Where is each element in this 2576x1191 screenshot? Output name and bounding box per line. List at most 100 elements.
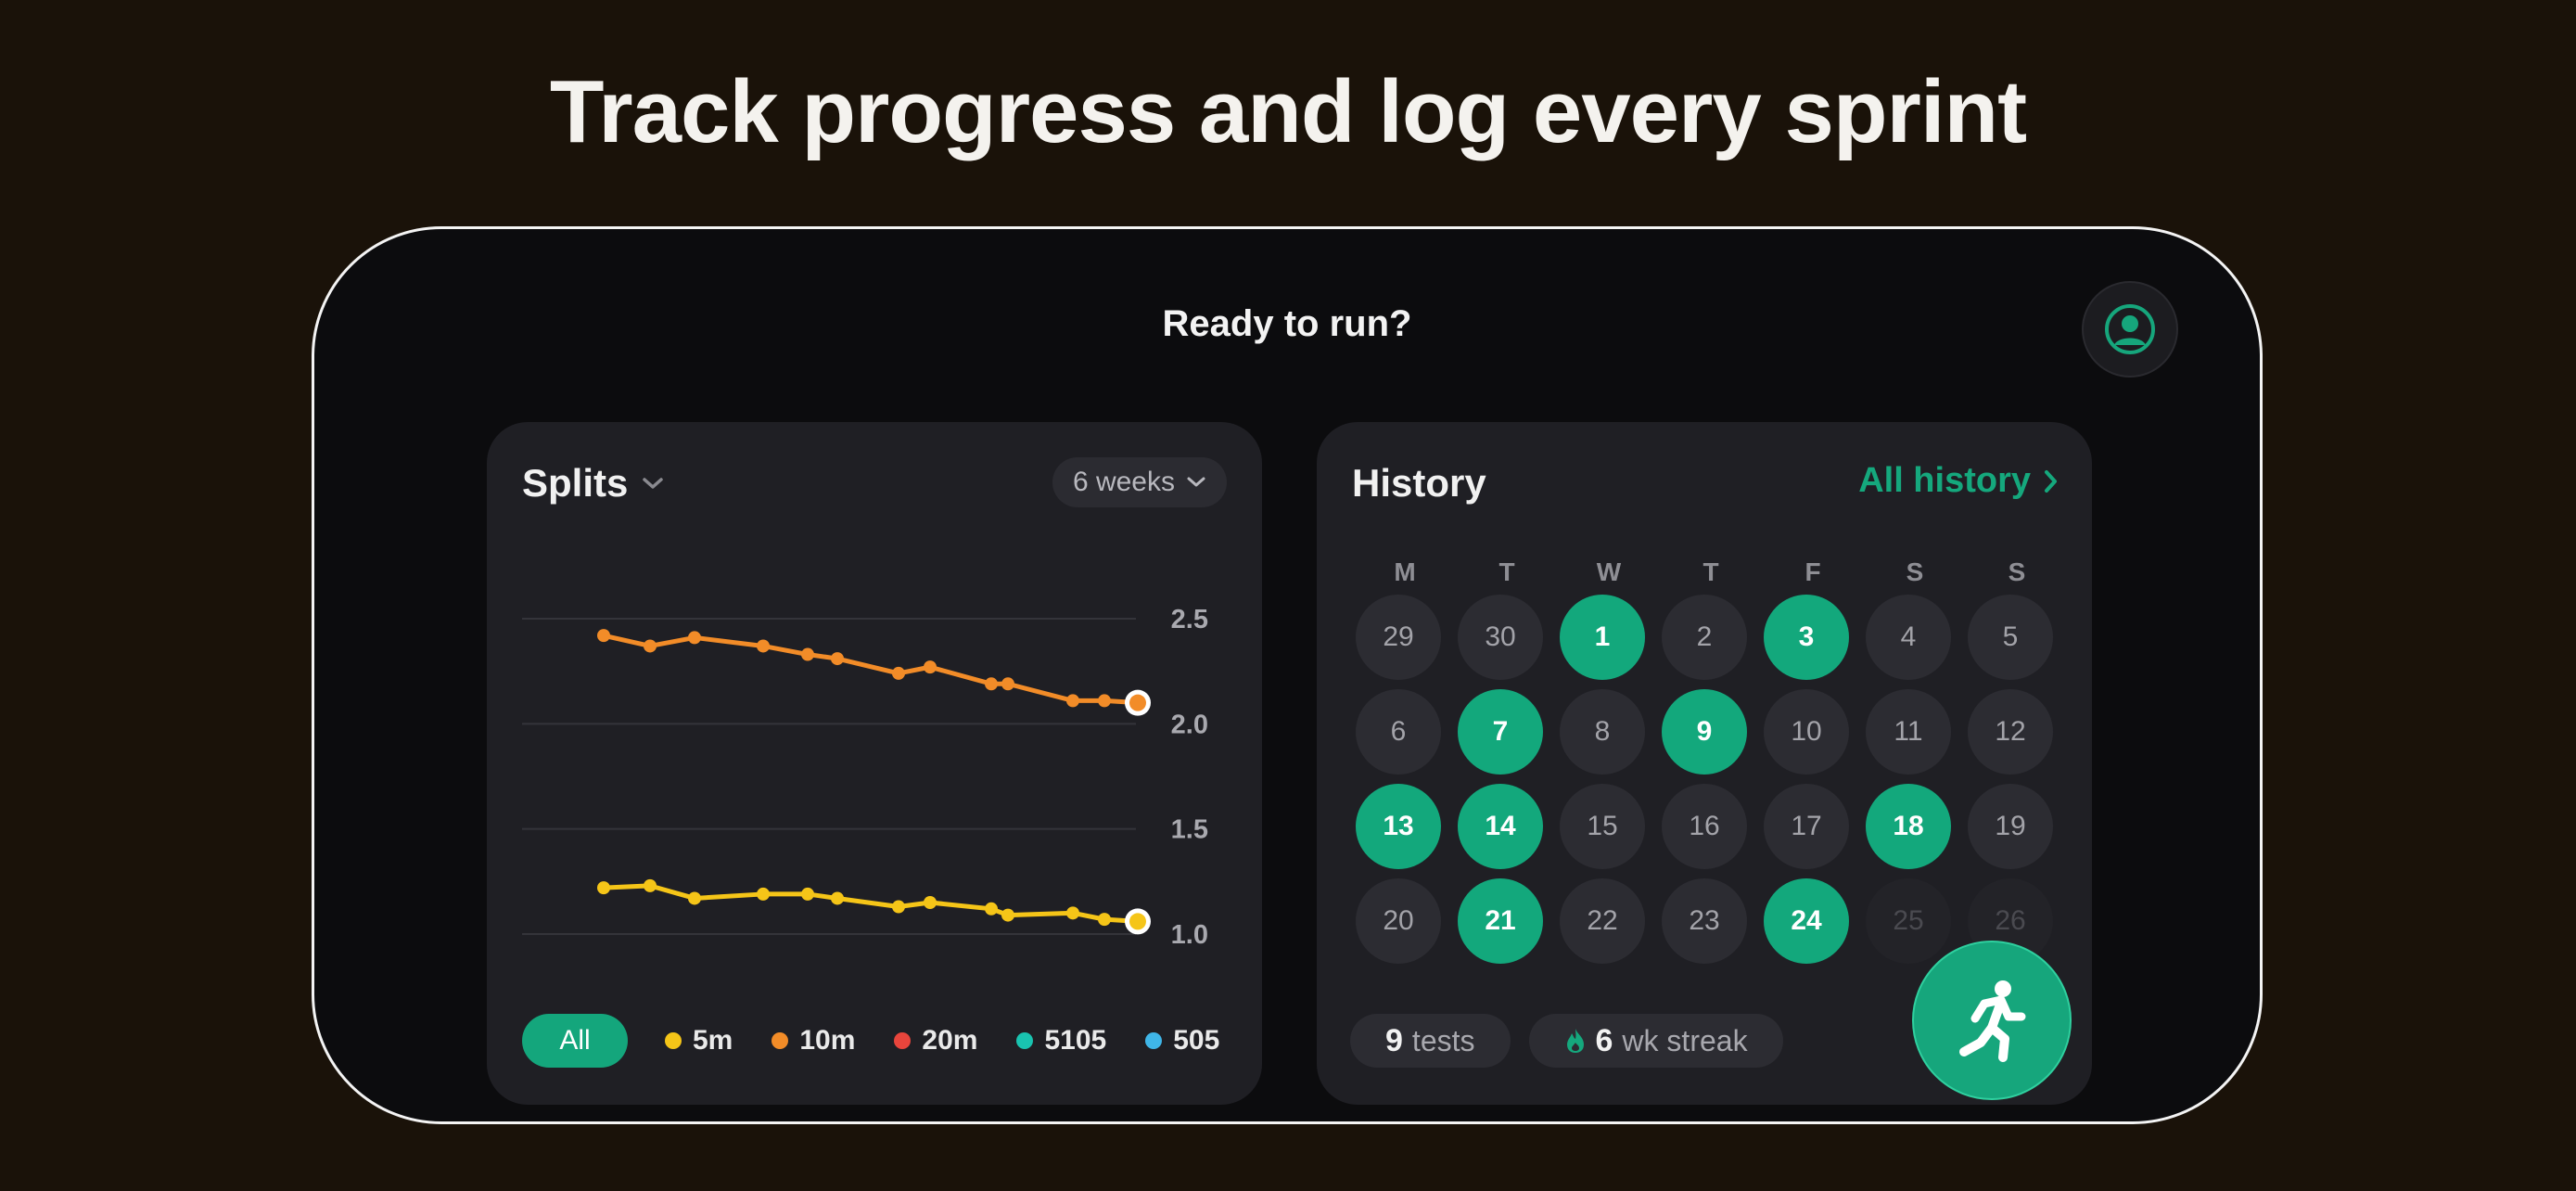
calendar-day[interactable]: 6 [1356, 689, 1441, 775]
chevron-down-icon [1187, 477, 1205, 487]
series-line-10m [603, 633, 1139, 706]
data-point[interactable] [688, 631, 701, 645]
data-point[interactable] [1001, 908, 1014, 922]
data-point[interactable] [1098, 913, 1111, 927]
tests-count: 9 [1385, 1022, 1403, 1058]
legend-item-5105[interactable]: 5105 [1016, 1025, 1106, 1057]
data-point[interactable] [892, 900, 905, 914]
start-run-button[interactable] [1912, 941, 2072, 1100]
legend-dot [665, 1032, 682, 1049]
all-history-label: All history [1858, 461, 2031, 500]
calendar-day[interactable]: 20 [1356, 878, 1441, 964]
splits-card: Splits 6 weeks 2.5 2.0 1.5 1.0 All 5m 10m [487, 422, 1262, 1105]
calendar-day[interactable]: 17 [1764, 784, 1849, 869]
calendar-day[interactable]: 4 [1866, 595, 1951, 680]
legend-item-10m[interactable]: 10m [772, 1025, 855, 1057]
legend-dot [772, 1032, 789, 1049]
calendar-day[interactable]: 30 [1458, 595, 1543, 680]
data-point[interactable] [757, 639, 770, 653]
calendar-day[interactable]: 3 [1764, 595, 1849, 680]
data-point[interactable] [1129, 694, 1146, 711]
data-point[interactable] [688, 891, 701, 905]
legend-dot [1016, 1032, 1034, 1049]
data-point[interactable] [644, 639, 657, 653]
data-point[interactable] [1129, 913, 1146, 930]
legend-label: 10m [799, 1025, 856, 1056]
calendar-day[interactable]: 19 [1968, 784, 2053, 869]
streak-label: wk streak [1622, 1023, 1748, 1057]
splits-title-dropdown[interactable]: Splits [522, 461, 665, 506]
weekday-label: F [1804, 557, 1821, 586]
calendar-day[interactable]: 25 [1866, 878, 1951, 964]
running-person-icon [1959, 980, 2026, 1062]
chevron-down-icon [643, 478, 664, 489]
data-point[interactable] [985, 902, 998, 916]
history-title: History [1352, 461, 1486, 505]
streak-pill: 6 wk streak [1528, 1014, 1783, 1068]
greeting-prompt: Ready to run? [1162, 303, 1412, 344]
data-point[interactable] [924, 660, 937, 674]
calendar-day[interactable]: 2 [1662, 595, 1747, 680]
calendar-day[interactable]: 18 [1866, 784, 1951, 869]
calendar-day[interactable]: 29 [1356, 595, 1441, 680]
calendar-day[interactable]: 12 [1968, 689, 2053, 775]
data-point[interactable] [924, 896, 937, 909]
legend-item-20m[interactable]: 20m [894, 1025, 977, 1057]
weekday-label: M [1394, 557, 1416, 586]
headline: Track progress and log every sprint [549, 62, 2027, 161]
filter-all-chip[interactable]: All [522, 1014, 628, 1068]
data-point[interactable] [831, 652, 844, 666]
data-point[interactable] [597, 881, 610, 895]
legend-label: 505 [1173, 1025, 1220, 1056]
calendar-day[interactable]: 23 [1662, 878, 1747, 964]
calendar-day[interactable]: 24 [1764, 878, 1849, 964]
profile-button[interactable] [2082, 281, 2178, 378]
data-point[interactable] [1066, 906, 1079, 920]
stats-row: 9 tests 6 wk streak [1350, 1014, 1783, 1068]
all-history-link[interactable]: All history [1858, 461, 2059, 501]
data-point[interactable] [985, 677, 998, 691]
legend-item-5m[interactable]: 5m [665, 1025, 733, 1057]
data-point[interactable] [831, 891, 844, 905]
weekday-label: S [1906, 557, 1924, 586]
legend-label: 20m [922, 1025, 978, 1056]
calendar-day[interactable]: 15 [1560, 784, 1645, 869]
calendar-day[interactable]: 8 [1560, 689, 1645, 775]
range-label: 6 weeks [1072, 467, 1175, 497]
flame-icon [1566, 1029, 1584, 1053]
calendar-day[interactable]: 16 [1662, 784, 1747, 869]
splits-title: Splits [522, 461, 629, 505]
streak-count: 6 [1595, 1022, 1613, 1058]
calendar-grid: 29 30 1 2 3 4 5 6 7 8 9 10 11 12 13 14 15 16 17 18 19 20 21 22 2… [1356, 595, 2053, 964]
data-point[interactable] [1066, 694, 1079, 708]
calendar-day[interactable]: 7 [1458, 689, 1543, 775]
data-point[interactable] [757, 887, 770, 901]
legend-item-505[interactable]: 505 [1145, 1025, 1219, 1057]
calendar-day[interactable]: 9 [1662, 689, 1747, 775]
calendar-day[interactable]: 21 [1458, 878, 1543, 964]
calendar-day[interactable]: 10 [1764, 689, 1849, 775]
calendar-day[interactable]: 1 [1560, 595, 1645, 680]
data-point[interactable] [801, 647, 814, 661]
chart-legend: All 5m 10m 20m 5105 505 [522, 1014, 1227, 1068]
series-line-5m [603, 883, 1139, 924]
calendar-day[interactable]: 5 [1968, 595, 2053, 680]
data-point[interactable] [801, 887, 814, 901]
range-selector[interactable]: 6 weeks [1052, 457, 1227, 507]
y-tick-label: 2.5 [1171, 605, 1208, 634]
data-point[interactable] [597, 629, 610, 643]
y-tick-label: 1.0 [1171, 920, 1208, 950]
legend-dot [894, 1032, 912, 1049]
data-point[interactable] [892, 666, 905, 680]
calendar-day[interactable]: 11 [1866, 689, 1951, 775]
weekday-label: T [1702, 557, 1719, 586]
chevron-right-icon [2045, 469, 2057, 493]
data-point[interactable] [1001, 677, 1014, 691]
y-tick-label: 1.5 [1171, 815, 1208, 845]
data-point[interactable] [644, 878, 657, 892]
calendar-day[interactable]: 22 [1560, 878, 1645, 964]
calendar-day[interactable]: 14 [1458, 784, 1543, 869]
data-point[interactable] [1098, 694, 1111, 708]
calendar-day[interactable]: 13 [1356, 784, 1441, 869]
